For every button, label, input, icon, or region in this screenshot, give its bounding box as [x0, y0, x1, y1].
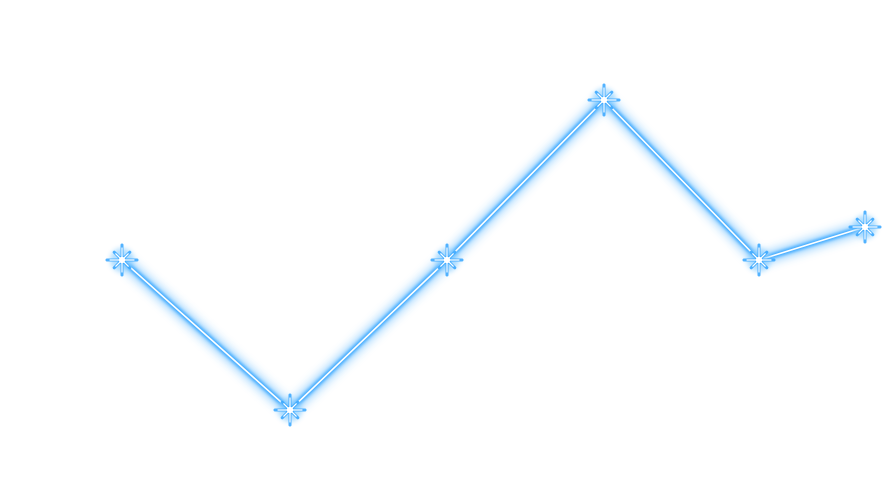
data-point-center: [600, 96, 608, 104]
data-point-center: [443, 256, 451, 264]
series-line-core: [121, 99, 866, 411]
data-point: [742, 243, 776, 277]
data-point: [587, 83, 621, 117]
data-point: [273, 393, 307, 427]
data-point-center: [118, 256, 126, 264]
data-point-center: [286, 406, 294, 414]
data-point: [848, 210, 882, 244]
data-point: [105, 243, 139, 277]
series-line-group: [117, 95, 870, 415]
data-point-center: [755, 256, 763, 264]
data-point-center: [861, 223, 869, 231]
marker-group: [105, 83, 882, 427]
data-point: [430, 243, 464, 277]
